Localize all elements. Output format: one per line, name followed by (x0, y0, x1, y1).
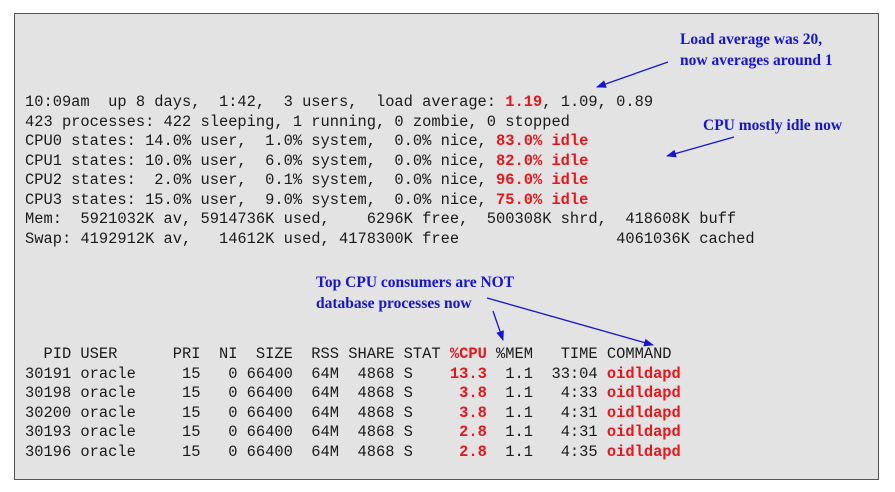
mem-line: Mem: 5921032K av, 5914736K used, 6296K f… (25, 210, 737, 228)
cpu2-line: CPU2 states: 2.0% user, 0.1% system, 0.0… (25, 171, 588, 191)
top-cpu-annotation: Top CPU consumers are NOT database proce… (316, 274, 515, 312)
cpu0-stats: CPU0 states: 14.0% user, 1.0% system, 0.… (25, 132, 497, 150)
cpu1-idle: 82.0% idle (496, 151, 589, 170)
cpu-idle-annotation: CPU mostly idle now (703, 117, 843, 134)
uptime-prefix: 10:09am up 8 days, 1:42, 3 users, load a… (25, 93, 506, 111)
row-mem-time: 1.1 4:31 (486, 423, 607, 441)
load-average-1min: 1.19 (505, 93, 543, 111)
row-command: oidldapd (606, 384, 681, 402)
row-cpu: 13.3 (449, 364, 487, 383)
cpu2-idle: 96.0% idle (496, 171, 589, 189)
cpu3-stats: CPU3 states: 15.0% user, 9.0% system, 0.… (25, 190, 497, 209)
cpu2-stats: CPU2 states: 2.0% user, 0.1% system, 0.0… (25, 171, 497, 189)
row-fields: 30200 oracle 15 0 66400 64M 4868 S (25, 403, 450, 422)
row-cpu: 3.8 (449, 403, 487, 422)
header-command: COMMAND (606, 345, 672, 363)
table-row: 30196 oracle 15 0 66400 64M 4868 S 2.8 1… (25, 443, 681, 463)
table-row: 30200 oracle 15 0 66400 64M 4868 S 3.8 1… (25, 404, 681, 424)
processes-line: 423 processes: 422 sleeping, 1 running, … (25, 112, 570, 131)
table-row: 30193 oracle 15 0 66400 64M 4868 S 2.8 1… (25, 423, 681, 443)
row-command: oidldapd (606, 403, 681, 422)
process-table-header: PID USER PRI NI SIZE RSS SHARE STAT %CPU… (25, 345, 672, 365)
row-command: oidldapd (606, 442, 681, 461)
row-cpu: 2.8 (449, 423, 487, 441)
cpu3-line: CPU3 states: 15.0% user, 9.0% system, 0.… (25, 191, 588, 211)
cpu0-idle: 83.0% idle (496, 132, 589, 150)
row-fields: 30198 oracle 15 0 66400 64M 4868 S (25, 384, 450, 402)
row-fields: 30191 oracle 15 0 66400 64M 4868 S (25, 364, 450, 383)
uptime-line: 10:09am up 8 days, 1:42, 3 users, load a… (25, 93, 653, 113)
row-mem-time: 1.1 4:33 (486, 384, 607, 402)
row-mem-time: 1.1 33:04 (486, 364, 607, 383)
header-mem-time: %MEM TIME (486, 345, 607, 363)
header-cpu: %CPU (449, 345, 487, 363)
cpu1-line: CPU1 states: 10.0% user, 6.0% system, 0.… (25, 152, 588, 172)
row-command: oidldapd (606, 423, 681, 441)
swap-line: Swap: 4192912K av, 14612K used, 4178300K… (25, 229, 755, 248)
row-mem-time: 1.1 4:35 (486, 442, 607, 461)
header-columns: PID USER PRI NI SIZE RSS SHARE STAT (25, 345, 450, 363)
load-average-annotation: Load average was 20, now averages around… (680, 31, 833, 69)
cpu1-stats: CPU1 states: 10.0% user, 6.0% system, 0.… (25, 151, 497, 170)
row-fields: 30196 oracle 15 0 66400 64M 4868 S (25, 442, 450, 461)
row-fields: 30193 oracle 15 0 66400 64M 4868 S (25, 423, 450, 441)
cpu0-line: CPU0 states: 14.0% user, 1.0% system, 0.… (25, 132, 588, 152)
cpu3-idle: 75.0% idle (496, 190, 589, 209)
row-cpu: 3.8 (449, 384, 487, 402)
table-row: 30198 oracle 15 0 66400 64M 4868 S 3.8 1… (25, 384, 681, 404)
load-average-rest: , 1.09, 0.89 (542, 93, 654, 111)
table-row: 30191 oracle 15 0 66400 64M 4868 S 13.3 … (25, 365, 681, 385)
row-command: oidldapd (606, 364, 681, 383)
terminal-output-panel: 10:09am up 8 days, 1:42, 3 users, load a… (14, 13, 879, 480)
row-mem-time: 1.1 4:31 (486, 403, 607, 422)
row-cpu: 2.8 (449, 442, 487, 461)
